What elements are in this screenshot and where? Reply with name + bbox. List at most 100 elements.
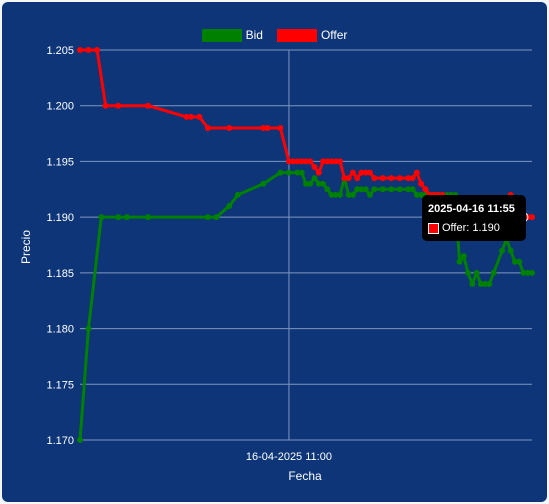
bid-data-point[interactable] xyxy=(277,169,284,176)
bid-data-point[interactable] xyxy=(396,186,403,193)
offer-data-point[interactable] xyxy=(294,158,301,165)
bid-data-point[interactable] xyxy=(354,186,361,193)
offer-data-point[interactable] xyxy=(371,175,378,182)
bid-data-point[interactable] xyxy=(234,191,241,198)
bid-data-point[interactable] xyxy=(516,258,523,265)
offer-data-point[interactable] xyxy=(315,169,322,176)
offer-data-point[interactable] xyxy=(204,125,211,131)
offer-data-point[interactable] xyxy=(307,158,314,165)
bid-data-point[interactable] xyxy=(320,180,327,187)
bid-data-point[interactable] xyxy=(303,180,309,187)
bid-data-point[interactable] xyxy=(477,281,484,287)
bid-data-point[interactable] xyxy=(405,186,412,193)
bid-data-point[interactable] xyxy=(358,186,365,193)
offer-data-point[interactable] xyxy=(187,113,194,120)
bid-data-point[interactable] xyxy=(456,258,463,265)
offer-data-point[interactable] xyxy=(94,47,101,53)
legend-item-bid[interactable]: Bid xyxy=(201,28,263,42)
bid-data-point[interactable] xyxy=(324,186,331,193)
bid-data-point[interactable] xyxy=(413,191,420,198)
offer-data-point[interactable] xyxy=(409,175,416,182)
bid-data-point[interactable] xyxy=(388,186,395,193)
bid-data-point[interactable] xyxy=(490,269,497,276)
bid-data-point[interactable] xyxy=(285,169,292,176)
offer-data-point[interactable] xyxy=(264,125,271,131)
offer-data-point[interactable] xyxy=(388,175,395,182)
offer-data-point[interactable] xyxy=(145,102,152,109)
bid-data-point[interactable] xyxy=(529,269,535,276)
bid-data-point[interactable] xyxy=(520,269,527,276)
bid-data-point[interactable] xyxy=(409,186,416,193)
bid-data-point[interactable] xyxy=(145,214,152,221)
bid-data-point[interactable] xyxy=(332,191,339,198)
bid-data-point[interactable] xyxy=(349,191,356,198)
x-tick-label: 16-04-2025 11:00 xyxy=(246,451,332,463)
offer-data-point[interactable] xyxy=(413,169,420,176)
offer-data-point[interactable] xyxy=(328,158,335,165)
offer-data-point[interactable] xyxy=(303,158,309,165)
offer-data-point[interactable] xyxy=(196,113,203,120)
offer-data-point[interactable] xyxy=(341,175,348,182)
offer-data-point[interactable] xyxy=(379,175,386,182)
offer-data-point[interactable] xyxy=(115,102,122,109)
offer-data-point[interactable] xyxy=(290,158,297,165)
offer-data-point[interactable] xyxy=(85,47,92,53)
offer-data-point[interactable] xyxy=(337,158,344,165)
bid-data-point[interactable] xyxy=(460,253,467,260)
offer-data-point[interactable] xyxy=(396,175,403,182)
bid-data-point[interactable] xyxy=(294,169,301,176)
bid-data-point[interactable] xyxy=(499,247,506,254)
offer-data-point[interactable] xyxy=(418,180,425,187)
offer-data-point[interactable] xyxy=(102,102,109,109)
offer-data-point[interactable] xyxy=(345,175,352,182)
offer-data-point[interactable] xyxy=(354,175,361,182)
offer-data-point[interactable] xyxy=(277,125,284,131)
bid-data-point[interactable] xyxy=(307,180,314,187)
offer-data-point[interactable] xyxy=(358,169,365,176)
bid-data-point[interactable] xyxy=(337,191,344,198)
bid-data-point[interactable] xyxy=(98,214,105,221)
bid-data-point[interactable] xyxy=(473,269,480,276)
bid-data-point[interactable] xyxy=(362,186,369,193)
bid-data-point[interactable] xyxy=(465,269,472,276)
bid-data-point[interactable] xyxy=(328,191,335,198)
bid-data-point[interactable] xyxy=(311,175,318,182)
bid-data-point[interactable] xyxy=(524,269,531,276)
bid-data-point[interactable] xyxy=(204,214,211,221)
bid-data-point[interactable] xyxy=(77,437,83,443)
offer-data-point[interactable] xyxy=(226,125,233,131)
offer-data-point[interactable] xyxy=(405,175,412,182)
offer-data-point[interactable] xyxy=(324,158,331,165)
bid-data-point[interactable] xyxy=(482,281,489,287)
bid-data-point[interactable] xyxy=(511,258,518,265)
offer-data-point[interactable] xyxy=(285,158,292,165)
bid-data-point[interactable] xyxy=(486,281,493,287)
offer-data-point[interactable] xyxy=(362,169,369,176)
bid-data-point[interactable] xyxy=(371,186,378,193)
bid-data-point[interactable] xyxy=(85,325,92,332)
bid-data-point[interactable] xyxy=(298,169,305,176)
offer-data-point[interactable] xyxy=(320,158,327,165)
offer-data-point[interactable] xyxy=(332,158,339,165)
bid-data-point[interactable] xyxy=(226,203,233,209)
bid-data-point[interactable] xyxy=(345,191,352,198)
bid-data-point[interactable] xyxy=(315,180,322,187)
offer-data-point[interactable] xyxy=(298,158,305,165)
offer-data-point[interactable] xyxy=(422,186,429,193)
bid-data-point[interactable] xyxy=(213,214,220,221)
legend-item-offer[interactable]: Offer xyxy=(276,28,347,42)
bid-data-point[interactable] xyxy=(123,214,130,221)
offer-data-point[interactable] xyxy=(183,113,190,120)
bid-data-point[interactable] xyxy=(115,214,122,221)
offer-data-point[interactable] xyxy=(260,125,267,131)
bid-data-point[interactable] xyxy=(366,191,373,198)
bid-data-point[interactable] xyxy=(260,180,267,187)
bid-data-point[interactable] xyxy=(379,186,386,193)
offer-data-point[interactable] xyxy=(366,169,373,176)
offer-data-point[interactable] xyxy=(77,47,83,53)
offer-data-point[interactable] xyxy=(311,164,318,170)
offer-data-point[interactable] xyxy=(529,214,535,221)
bid-data-point[interactable] xyxy=(469,281,476,287)
offer-data-point[interactable] xyxy=(349,169,356,176)
bid-data-point[interactable] xyxy=(507,247,514,254)
